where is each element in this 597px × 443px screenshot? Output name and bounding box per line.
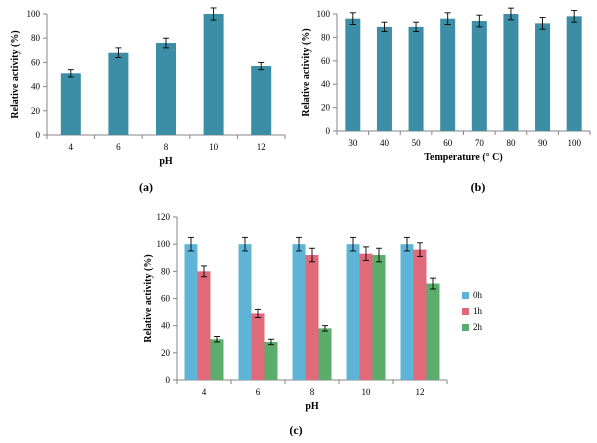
y-tick-label: 120 — [157, 212, 171, 222]
bar-0h-12 — [400, 244, 414, 380]
x-tick-label: 50 — [412, 138, 422, 148]
x-tick-label: 80 — [506, 138, 516, 148]
bar-60 — [440, 18, 456, 131]
chart-panel-b: 0 20 40 60 80 100 30 40 50 60 70 80 90 100 Temperature… — [301, 7, 591, 194]
y-tick-label: 100 — [317, 9, 331, 19]
bar-90 — [535, 23, 551, 131]
x-tick-label: 8 — [164, 142, 169, 152]
y-tick-label: 0 — [36, 130, 41, 140]
bar-2h-6 — [264, 341, 278, 380]
bar-4 — [60, 73, 81, 135]
panel-label: (b) — [471, 180, 486, 194]
x-tick-label: 8 — [310, 387, 315, 397]
bar-12 — [251, 66, 272, 135]
x-tick-label: 6 — [256, 387, 261, 397]
bar-50 — [408, 26, 424, 131]
y-tick-label: 40 — [161, 321, 171, 331]
y-tick-label: 80 — [31, 33, 41, 43]
bar-0h-4 — [184, 244, 198, 380]
bar-8 — [156, 43, 176, 135]
bar-1h-4 — [197, 271, 211, 380]
y-tick-label: 80 — [161, 266, 171, 276]
x-tick-label: 40 — [380, 138, 390, 148]
bar-0h-8 — [292, 244, 306, 380]
x-tick-label: 70 — [475, 138, 485, 148]
y-tick-label: 20 — [31, 106, 41, 116]
bar-100 — [566, 16, 582, 132]
panel-label: (a) — [139, 180, 153, 194]
legend-swatch-1h — [462, 308, 469, 315]
x-tick-label: 10 — [209, 142, 219, 152]
y-tick-label: 0 — [166, 375, 171, 385]
bar-2h-12 — [426, 283, 440, 380]
x-tick-label: 10 — [362, 387, 372, 397]
bar-70 — [471, 21, 487, 131]
x-tick-label: 12 — [416, 387, 425, 397]
x-tick-label: 12 — [257, 142, 266, 152]
y-tick-label: 60 — [31, 57, 41, 67]
y-tick-label: 40 — [321, 79, 331, 89]
bar-1h-6 — [251, 313, 265, 380]
x-tick-label: 6 — [116, 142, 121, 152]
bar-10 — [203, 14, 224, 135]
bar-2h-4 — [210, 339, 224, 380]
y-tick-label: 60 — [321, 56, 331, 66]
panel-label: (c) — [289, 423, 302, 437]
y-tick-label: 60 — [161, 294, 171, 304]
bar-6 — [108, 52, 129, 135]
bar-2h-10 — [372, 255, 386, 380]
chart-panel-a: 0 20 40 60 80 100 4 6 8 10 12 pH Relative activity (… — [10, 7, 286, 194]
y-tick-label: 20 — [321, 103, 331, 113]
y-tick-label: 100 — [157, 239, 171, 249]
bar-2h-8 — [318, 328, 332, 380]
y-axis-title: Relative activity (%) — [10, 30, 21, 118]
x-tick-label: 90 — [538, 138, 548, 148]
bar-30 — [345, 18, 361, 131]
x-axis-title: Temperature (° C) — [424, 152, 502, 163]
x-tick-label: 60 — [443, 138, 453, 148]
bar-1h-10 — [359, 253, 373, 380]
x-axis-title: pH — [159, 156, 173, 167]
x-tick-label: 30 — [348, 138, 358, 148]
y-tick-label: 20 — [161, 348, 171, 358]
y-tick-label: 80 — [321, 32, 331, 42]
bar-80 — [503, 14, 519, 131]
bar-0h-6 — [238, 244, 252, 380]
x-tick-label: 4 — [69, 142, 74, 152]
bar-40 — [376, 26, 392, 131]
y-tick-label: 100 — [27, 9, 41, 19]
bar-1h-8 — [305, 255, 319, 380]
x-tick-label: 4 — [202, 387, 207, 397]
bar-1h-12 — [413, 249, 427, 380]
y-tick-label: 40 — [31, 82, 41, 92]
legend-swatch-0h — [462, 292, 469, 299]
legend-label-2h: 2h — [473, 322, 483, 332]
bar-0h-10 — [346, 244, 360, 380]
x-axis-title: pH — [305, 401, 319, 412]
legend-label-0h: 0h — [473, 290, 483, 300]
legend-label-1h: 1h — [473, 306, 483, 316]
x-tick-label: 100 — [567, 138, 581, 148]
chart-panel-c: 0 20 40 60 80 100 120 4 6 8 10 12 pH Relative activit… — [143, 212, 483, 437]
y-axis-title: Relative activity (%) — [301, 28, 312, 116]
y-axis-title: Relative activity (%) — [143, 254, 154, 342]
y-tick-label: 0 — [326, 126, 331, 136]
legend-swatch-2h — [462, 324, 469, 331]
